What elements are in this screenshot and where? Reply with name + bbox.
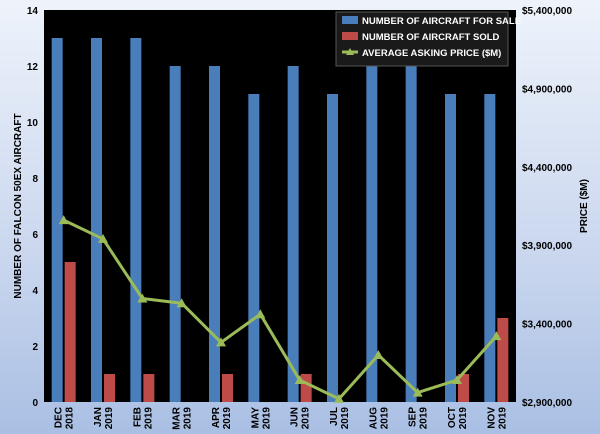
legend-label-sold: NUMBER OF AIRCRAFT SOLD: [362, 32, 500, 43]
price-point: [294, 375, 305, 385]
y2-tick-label: $3,400,000: [522, 320, 572, 331]
price-point: [334, 393, 344, 403]
y2-tick-label: $4,900,000: [522, 84, 572, 95]
bar-for-sale: [169, 66, 181, 402]
bar-for-sale: [130, 38, 142, 402]
legend-swatch-price-marker: [346, 48, 354, 55]
y-tick-label: 0: [32, 398, 38, 409]
bar-for-sale: [287, 66, 299, 402]
price-point: [491, 331, 502, 341]
price-point: [98, 233, 108, 243]
x-tick-label: JUL2019: [329, 407, 351, 430]
price-line-layer: [58, 215, 502, 403]
bar-sold: [104, 374, 115, 402]
y-tick-label: 10: [27, 118, 39, 129]
bar-for-sale: [248, 94, 260, 402]
x-tick-label: OCT2019: [447, 407, 469, 430]
price-point: [216, 337, 226, 347]
x-tick-label: JAN2019: [93, 407, 115, 430]
y2-tick-label: $3,900,000: [522, 241, 572, 252]
legend: NUMBER OF AIRCRAFT FOR SALE NUMBER OF AI…: [335, 11, 521, 67]
price-point: [137, 293, 148, 303]
x-tick-label: SEP2019: [408, 407, 430, 430]
legend-swatch-sold: [342, 32, 358, 40]
price-point: [255, 309, 266, 319]
x-tick-label: AUG2019: [368, 407, 390, 430]
y2-tick-label: $4,400,000: [522, 163, 572, 174]
price-point: [176, 298, 187, 308]
bar-for-sale: [91, 38, 102, 402]
legend-swatch-for-sale: [342, 16, 358, 24]
bar-sold: [458, 374, 469, 402]
y2-tick-label: $2,900,000: [522, 398, 572, 409]
y-tick-label: 8: [32, 174, 38, 185]
bar-for-sale: [445, 94, 456, 402]
price-point: [412, 387, 423, 397]
bar-sold: [64, 262, 76, 402]
bar-sold: [143, 374, 155, 402]
x-tick-label: JUN2019: [290, 407, 312, 430]
legend-box: [335, 11, 509, 67]
y2-tick-label: $5,400,000: [522, 6, 572, 17]
bar-for-sale: [327, 94, 338, 402]
plot-area: [44, 10, 516, 402]
bar-for-sale: [366, 66, 378, 402]
x-tick-label: MAY2019: [250, 407, 272, 430]
price-line: [63, 218, 498, 401]
bar-for-sale: [51, 38, 63, 402]
bar-for-sale: [484, 94, 496, 402]
bar-sold: [300, 374, 312, 402]
bars-layer: [51, 38, 509, 402]
right-axis-ticks: $2,900,000 $3,400,000 $3,900,000 $4,400,000…: [522, 6, 572, 409]
x-tick-label: DEC2018: [54, 407, 76, 430]
left-axis-ticks: 0 2 4 6 8 10 12 14: [27, 6, 39, 409]
y-tick-label: 12: [27, 62, 39, 73]
price-point: [58, 215, 69, 225]
price-point: [373, 349, 384, 359]
x-tick-label: APR2019: [211, 406, 233, 429]
price-point: [452, 375, 462, 385]
y-tick-label: 2: [32, 342, 38, 353]
legend-label-price: AVERAGE ASKING PRICE ($M): [362, 48, 501, 59]
y-axis-title: NUMBER OF FALCON 50EX AIRCRAFT: [13, 113, 24, 298]
y2-axis-title: PRICE ($M): [579, 179, 590, 233]
legend-label-for-sale: NUMBER OF AIRCRAFT FOR SALE: [362, 16, 521, 27]
bar-sold: [497, 318, 509, 402]
y-tick-label: 6: [32, 230, 38, 241]
bar-sold: [222, 374, 233, 402]
x-tick-label: MAR2019: [172, 406, 194, 430]
x-tick-label: NOV2019: [486, 407, 508, 430]
y-tick-label: 4: [32, 286, 38, 297]
bar-for-sale: [209, 66, 220, 402]
y-tick-label: 14: [27, 6, 39, 17]
bar-for-sale: [405, 66, 417, 402]
x-tick-label: FEB2019: [132, 407, 154, 430]
x-axis-ticks: DEC2018 JAN2019 FEB2019 MAR2019 APR2019 MAY20…: [54, 406, 509, 430]
